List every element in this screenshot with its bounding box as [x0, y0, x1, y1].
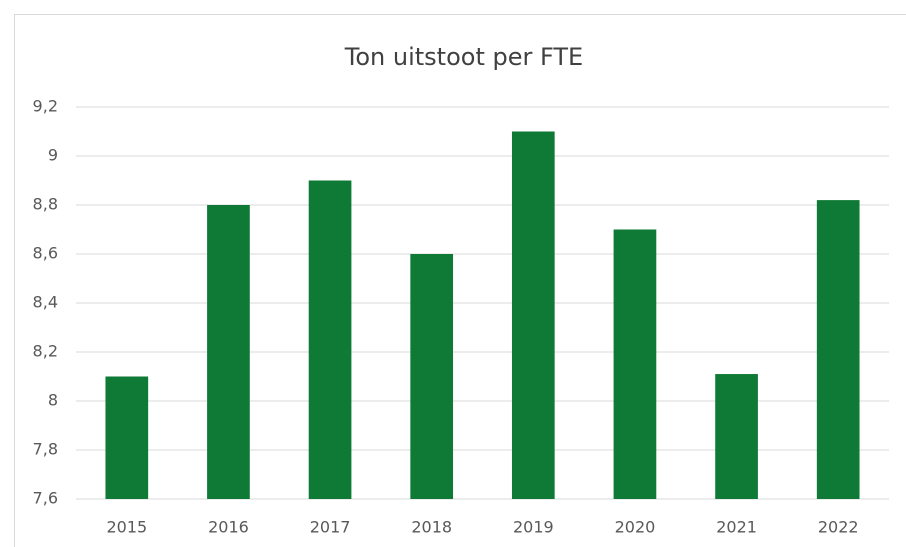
y-tick-label: 9: [48, 146, 58, 165]
chart-border: [14, 14, 906, 547]
bar: [105, 376, 149, 499]
y-tick-label: 8,2: [33, 342, 58, 361]
x-tick-label: 2021: [716, 518, 757, 537]
y-tick-label: 8,8: [33, 195, 58, 214]
bar: [816, 200, 860, 499]
y-tick-label: 8,6: [33, 244, 58, 263]
bar: [207, 205, 250, 499]
chart-title: Ton uitstoot per FTE: [344, 43, 583, 71]
x-tick-label: 2020: [615, 518, 656, 537]
bar: [410, 254, 454, 499]
y-tick-label: 8,4: [33, 293, 58, 312]
y-tick-label: 7,6: [33, 489, 58, 508]
x-tick-label: 2022: [818, 518, 859, 537]
bar: [308, 180, 352, 499]
x-tick-label: 2017: [310, 518, 351, 537]
x-tick-label: 2018: [411, 518, 452, 537]
x-tick-label: 2019: [513, 518, 554, 537]
bar: [715, 374, 758, 499]
bar: [613, 229, 657, 499]
bar: [511, 131, 555, 499]
y-tick-label: 8: [48, 391, 58, 410]
y-tick-label: 7,8: [33, 440, 58, 459]
x-tick-label: 2015: [106, 518, 147, 537]
y-tick-label: 9,2: [33, 97, 58, 116]
x-tick-label: 2016: [208, 518, 249, 537]
